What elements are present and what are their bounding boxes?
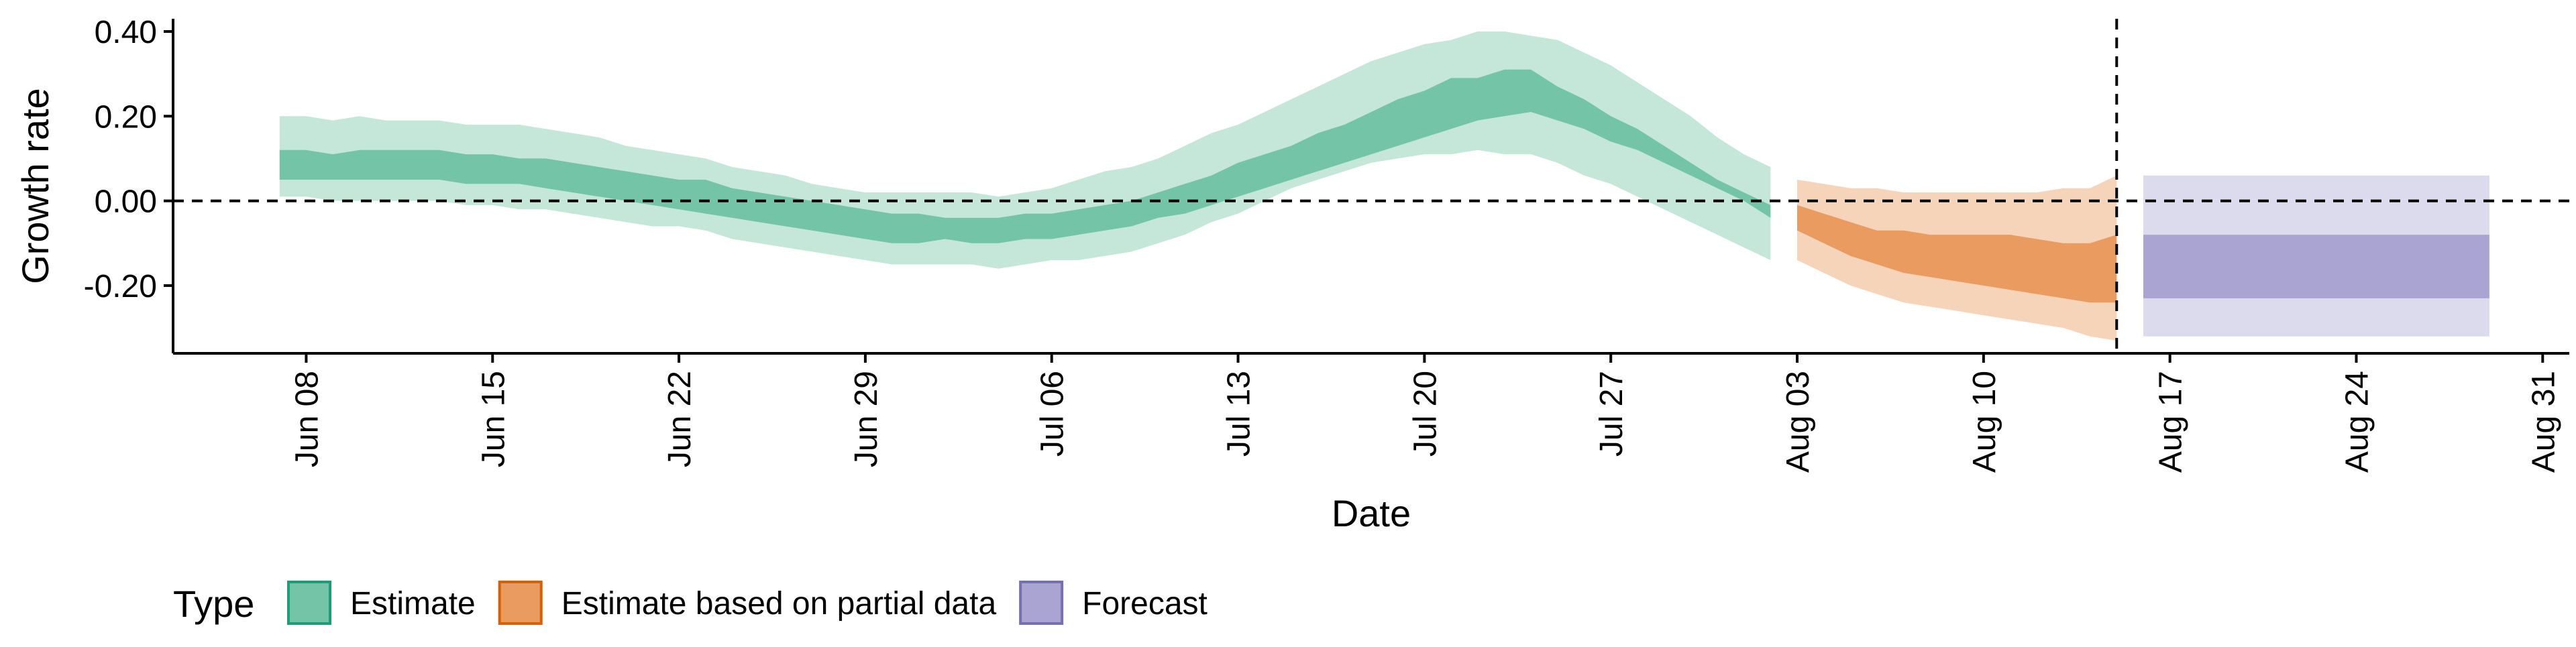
legend-label-0: Estimate — [350, 586, 476, 622]
x-tick-label: Jul 06 — [1035, 371, 1071, 457]
axes: -0.20 0.00 0.20 0.40 Jun 08 Jun 15 Jun 22 Jun 2… — [84, 15, 2569, 473]
y-axis-title: Growth rate — [14, 88, 56, 284]
x-tick-label: Aug 31 — [2526, 371, 2561, 473]
x-tick-label: Aug 24 — [2339, 371, 2375, 473]
x-tick-label: Jul 20 — [1407, 371, 1443, 457]
x-tick-label: Jun 22 — [662, 371, 698, 467]
legend-key-2 — [1019, 581, 1064, 625]
y-tick-label: 0.00 — [95, 184, 157, 220]
y-tick-label: 0.40 — [95, 15, 157, 50]
legend-key-0 — [287, 581, 331, 625]
legend-key-1 — [498, 581, 543, 625]
series-0-outer-band — [279, 31, 1771, 269]
ribbon-layer — [279, 31, 2489, 341]
y-tick-label: 0.20 — [95, 99, 157, 135]
x-tick-label: Jul 27 — [1594, 371, 1629, 457]
x-tick-label: Jun 08 — [289, 371, 325, 467]
x-axis-title: Date — [1332, 492, 1411, 534]
x-tick-label: Aug 03 — [1780, 371, 1816, 473]
legend-title: Type — [173, 583, 254, 625]
series-1-inner-band — [1797, 204, 2117, 303]
legend-label-2: Forecast — [1082, 586, 1208, 622]
x-tick-label: Jun 15 — [476, 371, 511, 467]
legend: Type Estimate Estimate based on partial d… — [173, 581, 1208, 625]
legend-label-1: Estimate based on partial data — [561, 586, 997, 622]
x-tick-label: Jun 29 — [849, 371, 884, 467]
reference-lines — [173, 19, 2569, 353]
series-2-inner-band — [2143, 235, 2489, 298]
y-tick-label: -0.20 — [84, 269, 157, 304]
x-tick-label: Jul 13 — [1222, 371, 1257, 457]
x-tick-label: Aug 17 — [2153, 371, 2189, 473]
x-tick-label: Aug 10 — [1967, 371, 2002, 473]
legend-entries: Estimate Estimate based on partial data Fo… — [287, 581, 1208, 625]
